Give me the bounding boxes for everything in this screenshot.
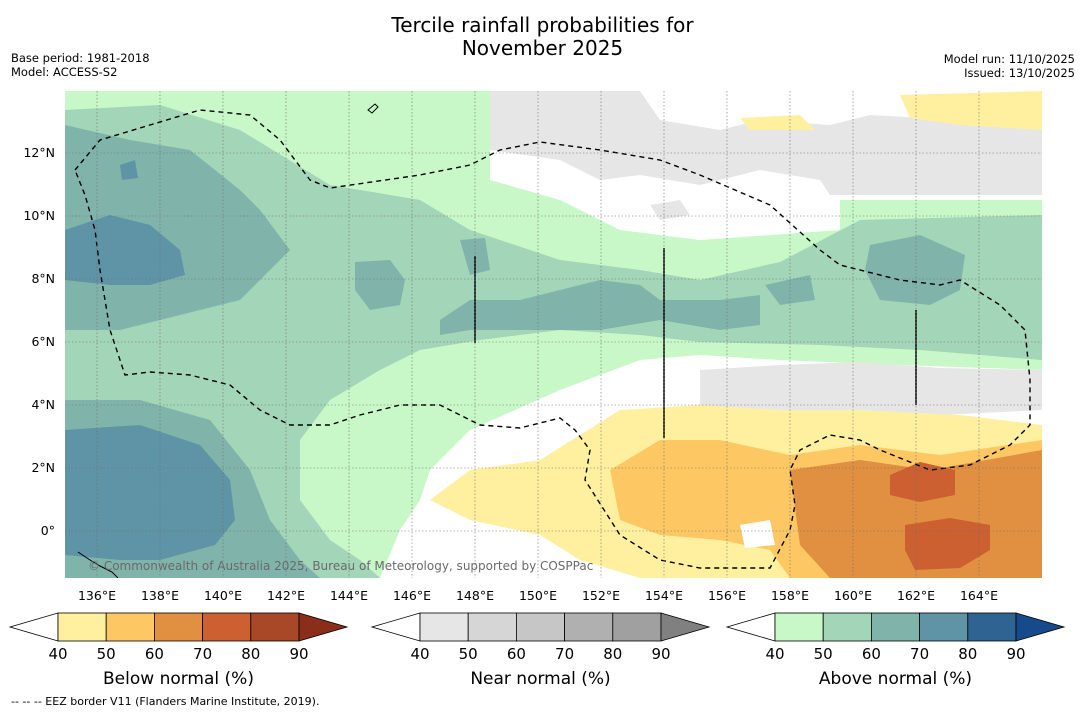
title-line-1: Tercile rainfall probabilities for <box>391 13 694 37</box>
meta-right: Model run: 11/10/2025 Issued: 13/10/2025 <box>944 52 1075 80</box>
lon-tick-label: 158°E <box>771 588 809 603</box>
colorbar-label: Near normal (%) <box>470 669 610 689</box>
issued-date: Issued: 13/10/2025 <box>964 66 1075 80</box>
colorbar-segment <box>822 612 872 642</box>
model-run: Model run: 11/10/2025 <box>943 52 1075 66</box>
colorbar-extend-low <box>8 612 59 642</box>
lon-tick-label: 148°E <box>456 588 494 603</box>
colorbar-tick: 60 <box>862 645 881 663</box>
colorbar-3: 40 50 60 70 80 90 Above normal (%) <box>725 612 1066 689</box>
colorbar-tick: 90 <box>651 645 670 663</box>
colorbar-extend-high <box>660 612 711 642</box>
colorbar-label: Below normal (%) <box>103 669 254 689</box>
meta-left: Base period: 1981-2018 Model: ACCESS-S2 <box>11 51 150 79</box>
lat-tick-label: 4°N <box>31 397 55 412</box>
probability-field <box>65 91 1042 578</box>
colorbar-extend-low <box>725 612 776 642</box>
colorbar-tick: 90 <box>1006 645 1025 663</box>
lat-tick-label: 8°N <box>31 271 55 286</box>
colorbar-tick: 40 <box>765 645 784 663</box>
colorbar-segment <box>57 612 107 642</box>
colorbar-tick: 60 <box>507 645 526 663</box>
colorbar-segment <box>564 612 614 642</box>
lon-tick-label: 138°E <box>141 588 179 603</box>
model-name: Model: ACCESS-S2 <box>11 65 118 79</box>
colorbar-segment <box>105 612 155 642</box>
colorbar-tick: 50 <box>459 645 478 663</box>
colorbar-1: 40 50 60 70 80 90 Below normal (%) <box>8 612 349 689</box>
base-period: Base period: 1981-2018 <box>11 51 150 65</box>
lat-tick-label: 6°N <box>31 334 55 349</box>
colorbar-tick: 60 <box>145 645 164 663</box>
colorbar-segment <box>871 612 921 642</box>
lon-tick-label: 156°E <box>708 588 746 603</box>
lon-tick-label: 154°E <box>645 588 683 603</box>
colorbar-segment <box>153 612 203 642</box>
colorbar-tick: 50 <box>814 645 833 663</box>
lon-tick-label: 144°E <box>330 588 368 603</box>
title-line-2: November 2025 <box>461 36 624 60</box>
lat-tick-label: 2°N <box>31 460 55 475</box>
map-title: Tercile rainfall probabilities for Novem… <box>0 14 1085 60</box>
lat-tick-label: 10°N <box>23 208 55 223</box>
lon-tick-label: 136°E <box>78 588 116 603</box>
lon-tick-label: 140°E <box>204 588 242 603</box>
lat-tick-label: 0° <box>41 523 55 538</box>
colorbar-segment <box>967 612 1017 642</box>
lon-tick-label: 152°E <box>582 588 620 603</box>
lat-tick-label: 12°N <box>23 145 55 160</box>
colorbar-segment <box>202 612 252 642</box>
colorbar-segment <box>467 612 517 642</box>
lon-tick-label: 160°E <box>834 588 872 603</box>
colorbar-extend-high <box>1015 612 1066 642</box>
colorbar-tick: 70 <box>193 645 212 663</box>
colorbar-extend-low <box>370 612 421 642</box>
lon-tick-label: 164°E <box>960 588 998 603</box>
lon-tick-label: 162°E <box>897 588 935 603</box>
colorbar-tick: 90 <box>289 645 308 663</box>
copyright-notice: © Commonwealth of Australia 2025, Bureau… <box>88 559 593 573</box>
colorbar-tick: 50 <box>97 645 116 663</box>
colorbar-segment <box>919 612 969 642</box>
colorbar-segment <box>419 612 469 642</box>
colorbar-tick: 40 <box>48 645 67 663</box>
colorbar-label: Above normal (%) <box>819 669 972 689</box>
colorbar-segment <box>250 612 300 642</box>
colorbar-tick: 80 <box>603 645 622 663</box>
colorbar-segment <box>774 612 824 642</box>
lon-tick-label: 146°E <box>393 588 431 603</box>
eez-footnote: -- -- -- EEZ border V11 (Flanders Marine… <box>11 695 320 708</box>
colorbar-segment <box>612 612 662 642</box>
colorbar-tick: 80 <box>241 645 260 663</box>
colorbar-segment <box>516 612 566 642</box>
lon-tick-label: 150°E <box>519 588 557 603</box>
colorbar-tick: 70 <box>555 645 574 663</box>
colorbar-extend-high <box>298 612 349 642</box>
colorbar-tick: 80 <box>958 645 977 663</box>
colorbar-tick: 40 <box>410 645 429 663</box>
colorbar-tick: 70 <box>910 645 929 663</box>
colorbar-2: 40 50 60 70 80 90 Near normal (%) <box>370 612 711 689</box>
lon-tick-label: 142°E <box>267 588 305 603</box>
